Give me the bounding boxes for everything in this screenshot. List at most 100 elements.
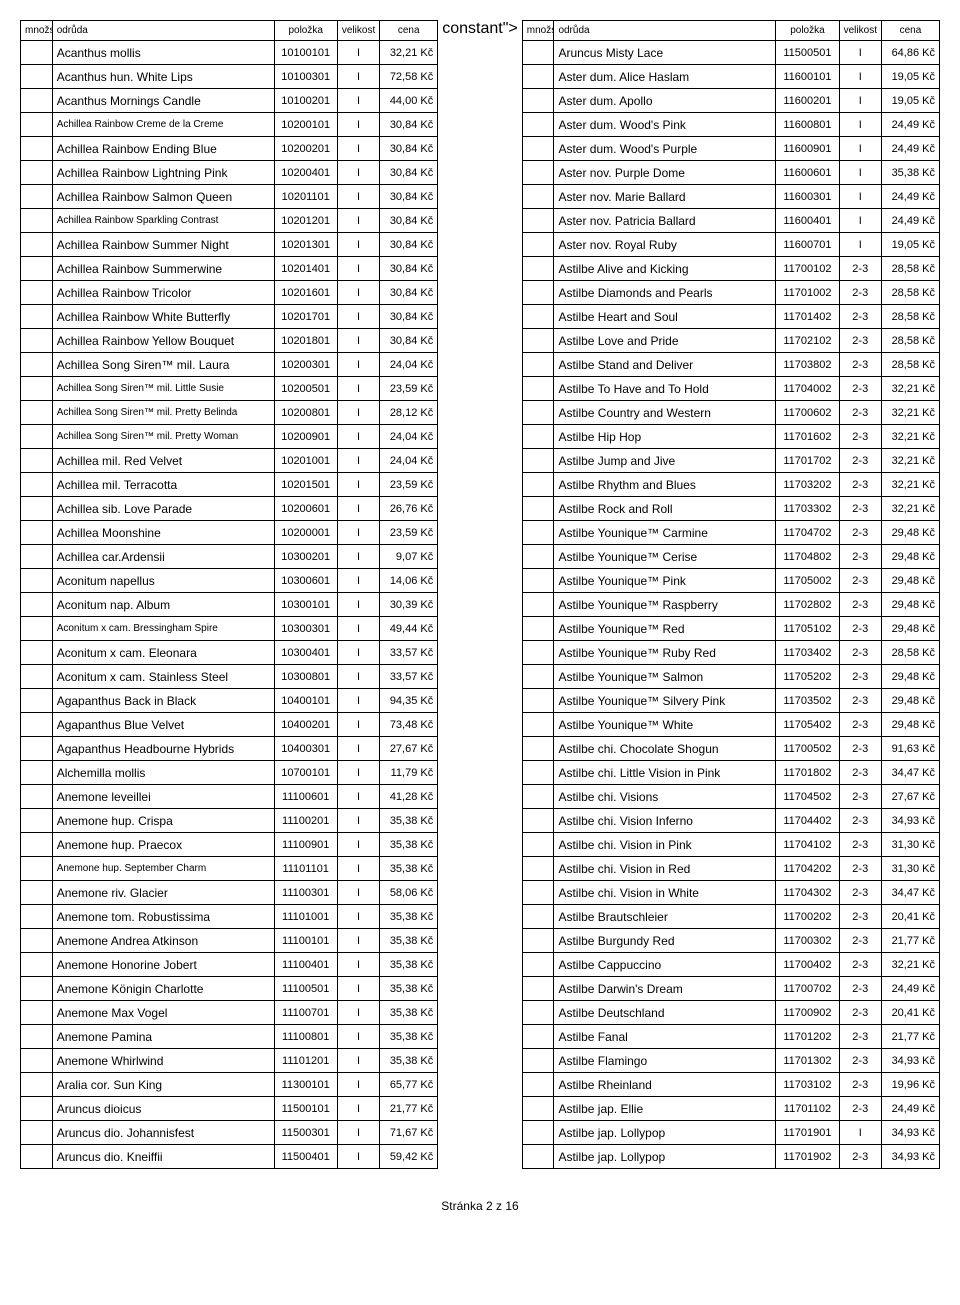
cell-cena: 30,84 Kč [380, 257, 438, 281]
cell-cena: 91,63 Kč [881, 737, 939, 761]
cell-odruda: Astilbe Fanal [554, 1025, 776, 1049]
cell-mnozstvi [522, 617, 554, 641]
table-row: Aconitum x cam. Stainless Steel10300801I… [21, 665, 438, 689]
cell-odruda: Astilbe Younique™ Silvery Pink [554, 689, 776, 713]
cell-cena: 31,30 Kč [881, 857, 939, 881]
table-row: Aruncus dio. Kneiffii11500401I59,42 Kč [21, 1145, 438, 1169]
cell-velikost: 2-3 [839, 569, 881, 593]
cell-velikost: I [337, 785, 379, 809]
cell-cena: 29,48 Kč [881, 545, 939, 569]
cell-cena: 35,38 Kč [380, 929, 438, 953]
cell-velikost: I [337, 1145, 379, 1169]
cell-velikost: I [337, 953, 379, 977]
cell-odruda: Achillea car.Ardensii [52, 545, 274, 569]
cell-cena: 19,05 Kč [881, 89, 939, 113]
cell-velikost: 2-3 [839, 713, 881, 737]
table-row: Astilbe chi. Little Vision in Pink117018… [522, 761, 939, 785]
cell-velikost: 2-3 [839, 1049, 881, 1073]
cell-cena: 14,06 Kč [380, 569, 438, 593]
cell-odruda: Astilbe jap. Lollypop [554, 1145, 776, 1169]
cell-cena: 24,04 Kč [380, 353, 438, 377]
cell-odruda: Achillea Song Siren™ mil. Pretty Belinda [52, 401, 274, 425]
cell-cena: 35,38 Kč [380, 809, 438, 833]
cell-polozka: 10300401 [274, 641, 337, 665]
cell-polozka: 11704102 [776, 833, 839, 857]
cell-mnozstvi [522, 161, 554, 185]
table-row: Anemone tom. Robustissima11101001I35,38 … [21, 905, 438, 929]
cell-cena: 30,84 Kč [380, 113, 438, 137]
cell-cena: 28,58 Kč [881, 641, 939, 665]
cell-cena: 71,67 Kč [380, 1121, 438, 1145]
cell-velikost: I [337, 1121, 379, 1145]
cell-mnozstvi [522, 1001, 554, 1025]
table-row: Anemone Pamina11100801I35,38 Kč [21, 1025, 438, 1049]
cell-velikost: I [337, 41, 379, 65]
cell-odruda: Astilbe Younique™ Carmine [554, 521, 776, 545]
table-row: Astilbe chi. Chocolate Shogun117005022-3… [522, 737, 939, 761]
cell-mnozstvi [522, 473, 554, 497]
table-row: Astilbe Younique™ White117054022-329,48 … [522, 713, 939, 737]
cell-velikost: I [839, 233, 881, 257]
cell-polozka: 10201601 [274, 281, 337, 305]
cell-cena: 30,84 Kč [380, 233, 438, 257]
cell-velikost: I [337, 329, 379, 353]
cell-polozka: 11500401 [274, 1145, 337, 1169]
table-row: Astilbe chi. Vision in Red117042022-331,… [522, 857, 939, 881]
cell-mnozstvi [522, 449, 554, 473]
cell-mnozstvi [522, 905, 554, 929]
cell-mnozstvi [21, 809, 53, 833]
cell-mnozstvi [522, 41, 554, 65]
cell-velikost: I [337, 689, 379, 713]
cell-polozka: 11700702 [776, 977, 839, 1001]
table-row: Aster nov. Marie Ballard11600301I24,49 K… [522, 185, 939, 209]
cell-velikost: 2-3 [839, 281, 881, 305]
table-row: Astilbe chi. Vision Inferno117044022-334… [522, 809, 939, 833]
cell-cena: 29,48 Kč [881, 593, 939, 617]
cell-odruda: Aconitum nap. Album [52, 593, 274, 617]
cell-mnozstvi [522, 929, 554, 953]
cell-mnozstvi [522, 353, 554, 377]
cell-velikost: 2-3 [839, 977, 881, 1001]
cell-polozka: 11705002 [776, 569, 839, 593]
cell-mnozstvi [522, 89, 554, 113]
table-row: Astilbe Darwin's Dream117007022-324,49 K… [522, 977, 939, 1001]
cell-velikost: I [337, 713, 379, 737]
header-row: množství odrůda položka velikost cena [21, 21, 438, 41]
cell-polozka: 10300801 [274, 665, 337, 689]
cell-velikost: 2-3 [839, 1097, 881, 1121]
table-row: Aster nov. Purple Dome11600601I35,38 Kč [522, 161, 939, 185]
cell-odruda: Anemone Königin Charlotte [52, 977, 274, 1001]
cell-odruda: Aster dum. Wood's Purple [554, 137, 776, 161]
cell-mnozstvi [21, 593, 53, 617]
cell-polozka: 11704202 [776, 857, 839, 881]
cell-cena: 32,21 Kč [881, 425, 939, 449]
cell-cena: 27,67 Kč [380, 737, 438, 761]
cell-polozka: 10100301 [274, 65, 337, 89]
cell-cena: 29,48 Kč [881, 665, 939, 689]
cell-polozka: 10201501 [274, 473, 337, 497]
cell-cena: 28,12 Kč [380, 401, 438, 425]
table-row: Astilbe Burgundy Red117003022-321,77 Kč [522, 929, 939, 953]
cell-cena: 73,48 Kč [380, 713, 438, 737]
table-row: Astilbe Younique™ Red117051022-329,48 Kč [522, 617, 939, 641]
cell-polozka: 11703202 [776, 473, 839, 497]
table-row: Astilbe chi. Vision in White117043022-33… [522, 881, 939, 905]
cell-polozka: 11100201 [274, 809, 337, 833]
cell-velikost: I [839, 185, 881, 209]
cell-odruda: Achillea Song Siren™ mil. Little Susie [52, 377, 274, 401]
cell-polozka: 11704402 [776, 809, 839, 833]
cell-velikost: 2-3 [839, 473, 881, 497]
cell-mnozstvi [21, 785, 53, 809]
cell-cena: 21,77 Kč [881, 1025, 939, 1049]
cell-mnozstvi [522, 1049, 554, 1073]
table-row: Achillea Rainbow Summer Night10201301I30… [21, 233, 438, 257]
cell-velikost: I [337, 857, 379, 881]
cell-mnozstvi [21, 929, 53, 953]
table-row: Astilbe Younique™ Pink117050022-329,48 K… [522, 569, 939, 593]
cell-polozka: 11701202 [776, 1025, 839, 1049]
cell-odruda: Achillea Song Siren™ mil. Pretty Woman [52, 425, 274, 449]
cell-velikost: 2-3 [839, 737, 881, 761]
cell-cena: 35,38 Kč [380, 953, 438, 977]
cell-cena: 72,58 Kč [380, 65, 438, 89]
cell-velikost: 2-3 [839, 305, 881, 329]
